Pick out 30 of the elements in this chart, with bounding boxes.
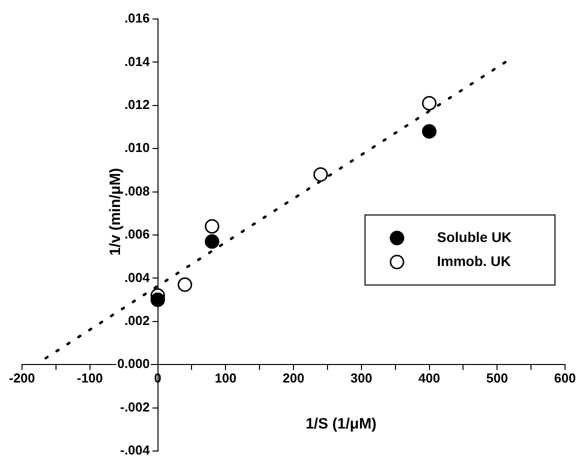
point (204, 234, 220, 249)
y-tick-label: .004 (124, 270, 151, 285)
y-tick-label: -.002 (120, 399, 150, 414)
y-tick-label: .006 (124, 226, 150, 242)
point (422, 124, 436, 139)
y-axis-title: 1/v (min/μM) (106, 168, 124, 256)
x-tick-label: 600 (554, 370, 576, 386)
x-axis-title: 1/S (1/μM) (306, 416, 376, 433)
point (204, 219, 220, 234)
legend-label: Soluble UK (437, 228, 512, 245)
x-tick-label: -100 (76, 370, 103, 386)
y-tick-label: -.004 (120, 442, 151, 458)
point (150, 292, 165, 308)
point (178, 277, 192, 292)
legend-label: Immob. UK (437, 252, 511, 269)
x-tick-label: 100 (214, 370, 236, 386)
y-tick-label: 0.000 (117, 356, 150, 372)
y-tick-label: .014 (124, 54, 151, 69)
x-tick-label: 400 (418, 370, 440, 386)
x-tick-label: 500 (486, 370, 508, 386)
x-tick-label: 200 (282, 370, 304, 386)
point (422, 96, 436, 110)
y-tick-label: .002 (124, 312, 150, 328)
x-tick-label: 300 (350, 370, 372, 386)
y-tick-label: .012 (124, 96, 150, 112)
y-tick-label: .016 (124, 10, 150, 26)
y-tick-label: .008 (124, 183, 150, 198)
y-tick-label: .010 (124, 140, 150, 156)
x-tick-label: -200 (8, 370, 36, 386)
point (313, 167, 328, 182)
